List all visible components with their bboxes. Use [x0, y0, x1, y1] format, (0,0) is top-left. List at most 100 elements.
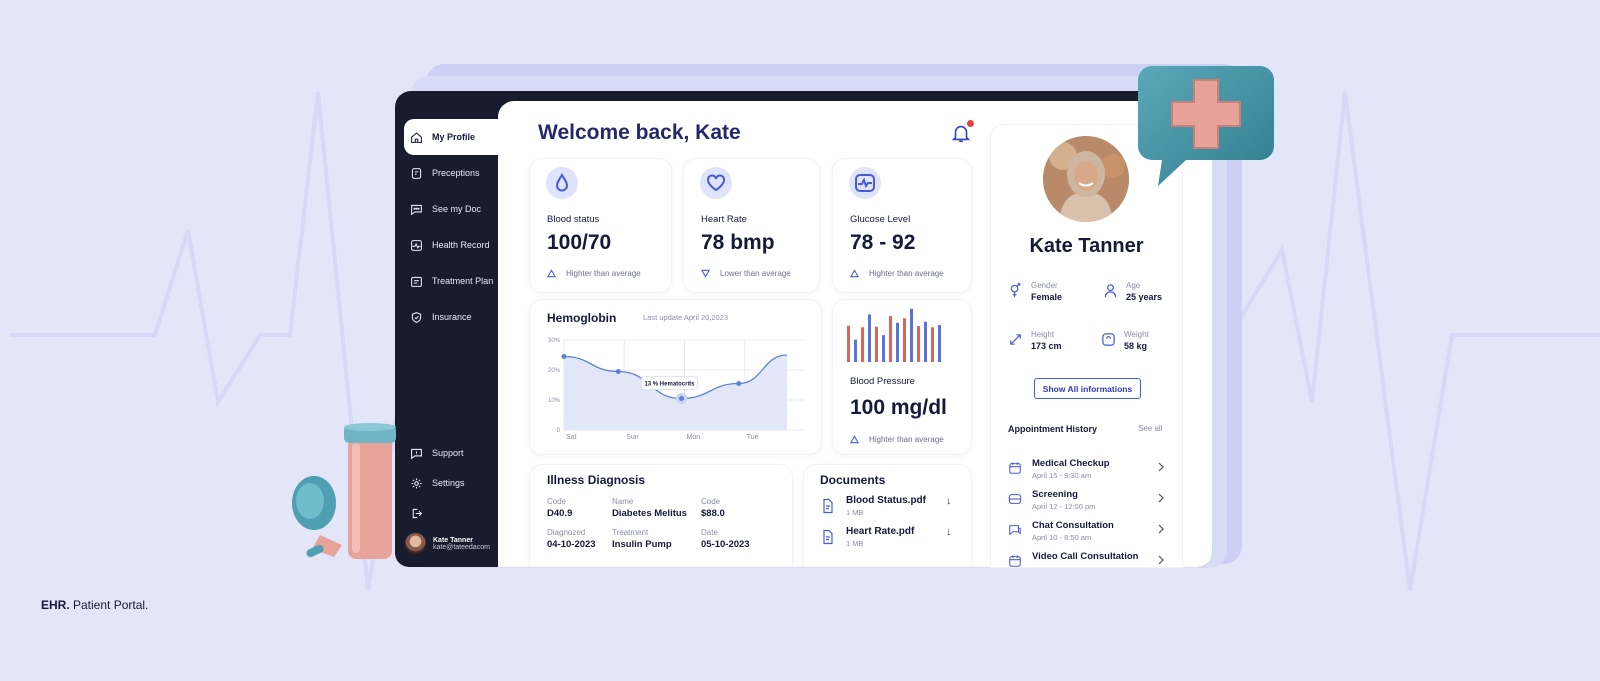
y-tick-label: 10%: [548, 398, 561, 404]
document-name: Heart Rate.pdf: [846, 526, 915, 537]
diagnosis-cell: Code D40.9: [547, 497, 572, 519]
see-all-link[interactable]: See all: [1138, 424, 1163, 433]
field-value: Female: [1031, 292, 1063, 302]
sidebar-item-label: Support: [432, 448, 464, 458]
document-name: Blood Status.pdf: [846, 495, 926, 506]
cell-value: 05-10-2023: [701, 539, 750, 550]
file-icon: [823, 529, 833, 545]
chat-icon: [411, 204, 422, 215]
sidebar-item-label: Treatment Plan: [432, 276, 494, 286]
sidebar-item-insurance[interactable]: Insurance: [404, 299, 498, 335]
profile-field-age: Age 25 years: [1103, 281, 1162, 302]
cell-key: Diagnozed: [547, 528, 586, 537]
cell-key: Name: [612, 497, 634, 506]
cell-key: Date: [701, 528, 718, 537]
x-tick-label: Sun: [626, 434, 639, 441]
sidebar-item-see-my-doc[interactable]: See my Doc: [404, 191, 498, 227]
tooltip-label: 13 % Hematocrits: [644, 382, 695, 388]
bp-bar: [903, 318, 906, 362]
tooltip-box: [640, 376, 698, 390]
sidebar-item-preceptions[interactable]: Preceptions: [404, 155, 498, 191]
chat-icon: [1009, 525, 1021, 536]
field-key: Age: [1126, 281, 1141, 290]
bp-bar: [861, 327, 864, 362]
download-icon[interactable]: ↓: [946, 495, 952, 507]
heart-icon: [700, 167, 732, 199]
caption-brand: EHR.: [41, 598, 70, 612]
document-item[interactable]: Blood Status.pdf 1 MB: [820, 495, 960, 517]
sidebar-item-my-profile[interactable]: My Profile: [404, 119, 502, 155]
documents-card: Documents Blood Status.pdf 1 MB ↓ Heart R…: [804, 465, 971, 567]
card-title: Illness Diagnosis: [547, 473, 646, 487]
diagnosis-cell: Name Diabetes Melitus: [612, 497, 687, 519]
illness-diagnosis-card: Illness Diagnosis Code D40.9 Name Diabetes…: [530, 465, 792, 567]
sidebar-item-health-record[interactable]: Health Record: [404, 227, 498, 263]
diagnosis-cell: Treatment Insulin Pump: [612, 528, 672, 550]
show-all-button[interactable]: Show All informations: [1034, 378, 1141, 399]
cell-value: D40.9: [547, 508, 573, 519]
field-key: Height: [1031, 330, 1055, 339]
stat-note-text: Lower than average: [720, 269, 791, 278]
trend-up-icon: [850, 435, 859, 444]
field-key: Gender: [1031, 281, 1058, 290]
bell-icon[interactable]: [950, 122, 972, 144]
profile-name: Kate Tanner: [1029, 235, 1144, 257]
card-title: Documents: [820, 473, 886, 487]
stat-card-blood-status[interactable]: Blood status 100/70 Highter than average: [530, 159, 671, 292]
sidebar-item-treatment-plan[interactable]: Treatment Plan: [404, 263, 498, 299]
appointment-title: Screening: [1032, 489, 1078, 500]
appointment-date: April 12 - 12:00 pm: [1032, 502, 1096, 511]
appointment-item[interactable]: Medical Checkup April 15 - 9:30 am: [1008, 458, 1168, 484]
appointment-title: Chat Consultation: [1032, 520, 1114, 531]
sidebar-item-support[interactable]: Support: [404, 435, 498, 471]
appointment-item[interactable]: Screening April 12 - 12:00 pm: [1008, 489, 1168, 515]
appointment-item[interactable]: Chat Consultation April 10 - 8:50 am: [1008, 520, 1168, 546]
trend-down-icon: [701, 269, 710, 278]
stat-card-glucose-level[interactable]: Glucose Level 78 - 92 Highter than avera…: [833, 159, 971, 292]
stat-note-text: Highter than average: [869, 269, 944, 278]
stat-card-heart-rate[interactable]: Heart Rate 78 bmp Lower than average: [684, 159, 819, 292]
stat-label: Glucose Level: [850, 214, 911, 225]
data-point: [561, 354, 567, 359]
chart-subtitle: Last update April 20,2023: [643, 313, 729, 322]
bp-bar: [875, 326, 878, 362]
chart-value: 100 mg/dl: [850, 396, 947, 419]
hemoglobin-card: Hemoglobin Last update April 20,2023 0 10…: [530, 300, 821, 454]
scale-icon: [1102, 333, 1115, 346]
field-value: 25 years: [1126, 292, 1163, 302]
logout-button[interactable]: [404, 495, 498, 531]
trend-up-icon: [547, 269, 556, 278]
avatar: [405, 533, 426, 554]
stat-note-text: Highter than average: [566, 269, 641, 278]
profile-field-gender: Gender Female: [1008, 281, 1062, 302]
bp-bar: [917, 326, 920, 362]
stat-note-text: Highter than average: [869, 435, 944, 444]
sidebar-item-label: Health Record: [432, 240, 490, 250]
gender-icon: [1010, 283, 1021, 298]
stat-note: Lower than average: [701, 269, 791, 278]
download-icon[interactable]: ↓: [946, 526, 952, 538]
bp-bar: [924, 321, 927, 362]
cell-value: Diabetes Melitus: [612, 508, 687, 519]
screening-icon: [1008, 494, 1022, 504]
bp-bar: [868, 314, 871, 362]
cell-value: Insulin Pump: [612, 539, 672, 550]
sidebar-item-settings[interactable]: Settings: [404, 465, 498, 501]
sidebar-item-label: Preceptions: [432, 168, 480, 178]
document-item[interactable]: Heart Rate.pdf 1 MB: [820, 526, 960, 548]
gear-icon: [411, 477, 422, 489]
medical-cross-bubble-icon: [1138, 66, 1274, 186]
stat-value: 78 - 92: [850, 231, 916, 254]
appointment-item[interactable]: Video Call Consultation: [1008, 551, 1168, 567]
user-account[interactable]: Kate Tanner kate@tateedacom: [405, 533, 490, 554]
logout-icon: [412, 508, 423, 518]
cell-value: 04-10-2023: [547, 539, 596, 550]
blood-pressure-card: Blood Pressure 100 mg/dl Highter than av…: [833, 300, 971, 454]
document-size: 1 MB: [846, 539, 864, 548]
appointment-title: Video Call Consultation: [1032, 551, 1139, 562]
profile-panel: Kate Tanner Gender Female Age 25 years Hei…: [991, 125, 1182, 567]
prescription-icon: [411, 167, 422, 179]
stat-value: 100/70: [547, 231, 612, 254]
diagnosis-cell: Code $88.0: [701, 497, 725, 519]
diagnosis-cell: Diagnozed 04-10-2023: [547, 528, 596, 550]
